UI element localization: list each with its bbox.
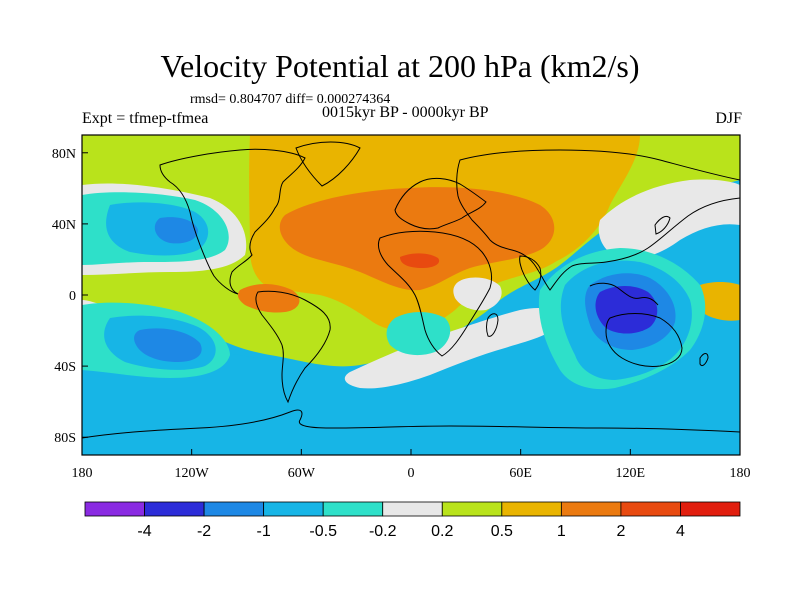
contour-neg3-npacific bbox=[154, 217, 198, 244]
contour-neg4-core bbox=[595, 286, 658, 334]
south-america-coast bbox=[255, 290, 331, 404]
antarctica-coast bbox=[82, 409, 740, 439]
europe-coast bbox=[394, 177, 487, 230]
y-tick-label: 80N bbox=[52, 147, 76, 162]
india-coast bbox=[519, 255, 542, 291]
y-tick-label: 0 bbox=[69, 289, 76, 304]
contour-pos3-core bbox=[279, 187, 555, 291]
colorbar-swatch bbox=[441, 501, 503, 517]
colorbar-swatch bbox=[382, 501, 443, 517]
colorbar-label: 1 bbox=[557, 523, 566, 540]
figure-title: Velocity Potential at 200 hPa (km2/s) bbox=[160, 48, 640, 84]
colorbar-swatch bbox=[620, 501, 681, 517]
stats-label: rmsd= 0.804707 diff= 0.000274364 bbox=[190, 92, 391, 107]
colorbar-swatch bbox=[501, 501, 562, 517]
contour-pos4-core bbox=[400, 253, 440, 268]
contour-pos3-samerica bbox=[237, 284, 300, 313]
y-tick-label: 40S bbox=[54, 360, 76, 375]
colorbar-label: -4 bbox=[137, 523, 151, 540]
x-tick-label: 120W bbox=[175, 466, 210, 481]
experiment-label: Expt = tfmep-tfmea bbox=[82, 110, 209, 127]
new-zealand-coast bbox=[699, 353, 709, 367]
y-tick-label: 40N bbox=[52, 218, 76, 233]
x-tick-label: 180 bbox=[730, 466, 751, 481]
contour-neutral-south bbox=[344, 308, 560, 389]
contour-pos2-epacific bbox=[696, 281, 740, 321]
y-tick-label: 80S bbox=[54, 431, 76, 446]
colorbar-labels: -4 -2 -1 -0.5 -0.2 0.2 0.5 1 2 4 bbox=[137, 523, 685, 540]
colorbar-label: 4 bbox=[676, 523, 685, 540]
contour-neg1-satlantic bbox=[386, 312, 451, 356]
period-label: 0015kyr BP - 0000kyr BP bbox=[322, 104, 489, 121]
contour-field bbox=[82, 135, 740, 455]
greenland-coast bbox=[295, 141, 361, 187]
colorbar-swatch bbox=[144, 501, 205, 517]
maritime-continent-coast bbox=[589, 282, 659, 306]
colorbar-swatch bbox=[203, 501, 265, 517]
coastlines bbox=[82, 141, 740, 439]
colorbar-label: 0.5 bbox=[491, 523, 513, 540]
colorbar-label: 2 bbox=[616, 523, 625, 540]
north-america-coast bbox=[159, 148, 306, 295]
x-tick-label: 120E bbox=[616, 466, 646, 481]
contour-neutral-eafrica bbox=[453, 277, 502, 311]
colorbar-label: 0.2 bbox=[431, 523, 453, 540]
colorbar-label: -0.5 bbox=[309, 523, 337, 540]
colorbar-swatch bbox=[263, 501, 324, 517]
colorbar-swatch bbox=[560, 501, 622, 517]
madagascar-coast bbox=[486, 313, 499, 337]
x-tick-label: 0 bbox=[408, 466, 415, 481]
season-label: DJF bbox=[715, 110, 742, 127]
contour-neg3-spacific bbox=[134, 328, 202, 362]
axis-tick-labels: 180 120W 60W 0 60E 120E 180 80N 40N 0 40S 80S bbox=[52, 147, 751, 481]
africa-coast bbox=[377, 230, 493, 357]
colorbar-swatch bbox=[322, 501, 384, 517]
asia-coast bbox=[456, 149, 740, 291]
x-tick-label: 60E bbox=[509, 466, 532, 481]
australia-coast bbox=[605, 313, 683, 367]
x-tick-label: 60W bbox=[288, 466, 316, 481]
japan-coast bbox=[654, 215, 671, 235]
colorbar-label: -1 bbox=[257, 523, 271, 540]
colorbar bbox=[84, 501, 741, 517]
x-tick-label: 180 bbox=[72, 466, 93, 481]
colorbar-swatch bbox=[680, 501, 741, 517]
colorbar-swatch bbox=[84, 501, 145, 517]
axis-ticks bbox=[81, 152, 741, 455]
colorbar-label: -2 bbox=[197, 523, 211, 540]
colorbar-label: -0.2 bbox=[369, 523, 397, 540]
